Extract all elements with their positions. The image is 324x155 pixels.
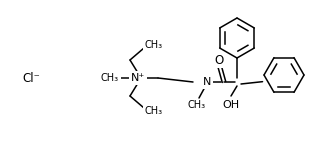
Text: Cl⁻: Cl⁻ [22,71,40,84]
Text: CH₃: CH₃ [188,100,206,110]
Text: CH₃: CH₃ [145,106,163,116]
Text: CH₃: CH₃ [101,73,119,83]
Text: N: N [203,77,211,87]
Text: OH: OH [223,100,239,110]
Text: O: O [214,53,224,66]
Text: N⁺: N⁺ [131,73,145,83]
Text: CH₃: CH₃ [145,40,163,50]
